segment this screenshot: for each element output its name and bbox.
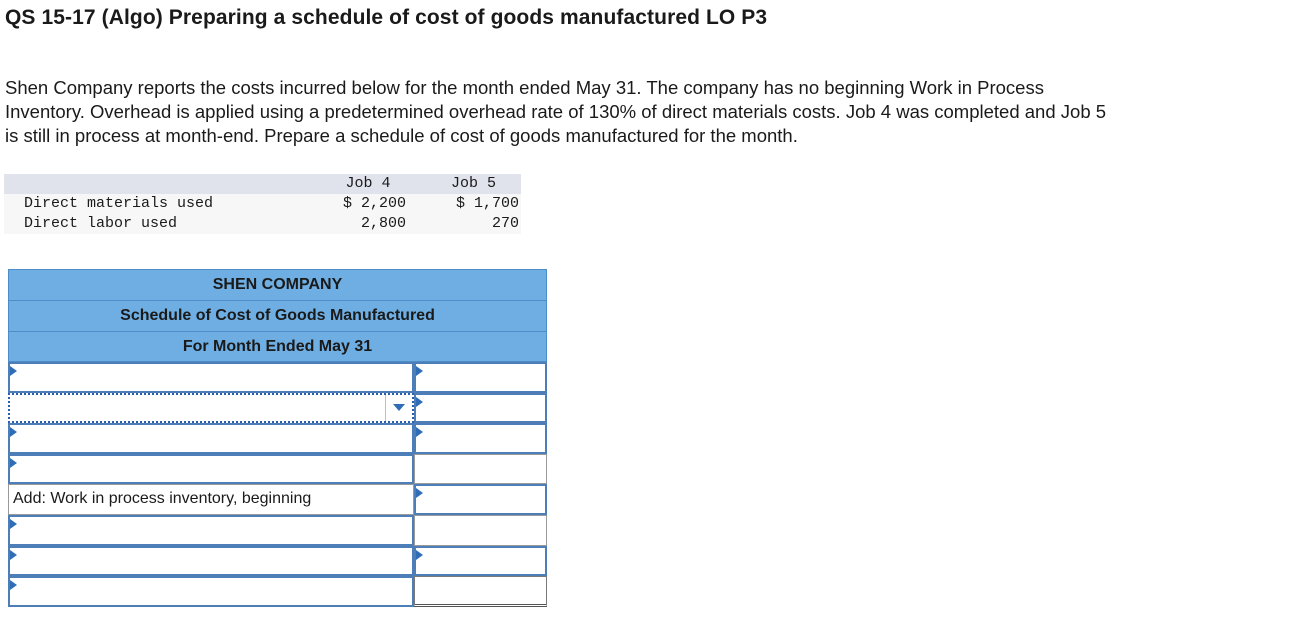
amount-input[interactable] bbox=[414, 362, 547, 393]
problem-line: Inventory. Overhead is applied using a p… bbox=[5, 101, 1107, 122]
schedule-row bbox=[8, 392, 547, 424]
schedule-company: SHEN COMPANY bbox=[212, 276, 343, 293]
schedule-title: Schedule of Cost of Goods Manufactured bbox=[120, 307, 435, 324]
schedule-title-header: Schedule of Cost of Goods Manufactured bbox=[8, 300, 547, 331]
label-input[interactable] bbox=[8, 423, 414, 454]
entry-flag-icon bbox=[10, 518, 17, 529]
schedule-row bbox=[8, 576, 547, 607]
entry-flag-icon bbox=[416, 366, 423, 376]
job4-value: $ 2,200 bbox=[274, 194, 408, 214]
schedule-row bbox=[8, 514, 547, 546]
schedule-row bbox=[8, 545, 547, 577]
amount-input[interactable] bbox=[414, 484, 547, 515]
problem-line: Shen Company reports the costs incurred … bbox=[5, 77, 1044, 98]
wip-beginning-label: Add: Work in process inventory, beginnin… bbox=[13, 490, 312, 508]
schedule-period: For Month Ended May 31 bbox=[182, 337, 373, 355]
amount-input[interactable] bbox=[414, 453, 547, 485]
entry-flag-icon bbox=[416, 427, 423, 438]
header-cell-job4: Job 4 bbox=[274, 174, 408, 194]
table-row: Direct labor used 2,800 270 bbox=[4, 214, 521, 234]
table-row: Direct materials used $ 2,200 $ 1,700 bbox=[4, 194, 521, 214]
amount-input[interactable] bbox=[414, 392, 547, 424]
entry-flag-icon bbox=[416, 549, 423, 560]
label-input[interactable] bbox=[8, 545, 414, 577]
amount-input[interactable] bbox=[414, 423, 547, 454]
entry-flag-icon bbox=[416, 488, 423, 499]
schedule-row bbox=[8, 423, 547, 454]
schedule-company-header: SHEN COMPANY bbox=[8, 269, 547, 300]
label-dropdown[interactable] bbox=[8, 392, 414, 424]
job-costs-table: Job 4 Job 5 Direct materials used $ 2,20… bbox=[4, 174, 521, 234]
table-header-row: Job 4 Job 5 bbox=[4, 174, 521, 194]
entry-flag-icon bbox=[416, 396, 423, 407]
entry-flag-icon bbox=[10, 457, 17, 468]
label-input[interactable] bbox=[8, 453, 414, 485]
amount-input[interactable] bbox=[414, 545, 547, 577]
static-label-cell: Add: Work in process inventory, beginnin… bbox=[8, 484, 414, 515]
problem-line: is still in process at month-end. Prepar… bbox=[5, 125, 798, 146]
problem-description: Shen Company reports the costs incurred … bbox=[5, 76, 1285, 148]
job5-value: 270 bbox=[408, 214, 521, 234]
entry-flag-icon bbox=[10, 366, 17, 376]
cogm-schedule: SHEN COMPANY Schedule of Cost of Goods M… bbox=[8, 269, 547, 607]
schedule-row bbox=[8, 453, 547, 485]
entry-flag-icon bbox=[10, 580, 17, 591]
label-input[interactable] bbox=[8, 576, 414, 607]
amount-input[interactable] bbox=[414, 514, 547, 546]
header-cell-job5: Job 5 bbox=[408, 174, 521, 194]
schedule-row bbox=[8, 362, 547, 393]
amount-total-cell[interactable] bbox=[414, 576, 547, 607]
row-label: Direct labor used bbox=[4, 214, 274, 234]
job5-value: $ 1,700 bbox=[408, 194, 521, 214]
chevron-down-icon[interactable] bbox=[385, 394, 412, 422]
entry-flag-icon bbox=[10, 549, 17, 560]
job4-value: 2,800 bbox=[274, 214, 408, 234]
page-title: QS 15-17 (Algo) Preparing a schedule of … bbox=[5, 6, 768, 29]
schedule-period-header: For Month Ended May 31 bbox=[8, 331, 547, 362]
entry-flag-icon bbox=[10, 427, 17, 438]
row-label: Direct materials used bbox=[4, 194, 274, 214]
label-input[interactable] bbox=[8, 514, 414, 546]
header-cell bbox=[4, 174, 274, 194]
schedule-row: Add: Work in process inventory, beginnin… bbox=[8, 484, 547, 515]
label-input[interactable] bbox=[8, 362, 414, 393]
